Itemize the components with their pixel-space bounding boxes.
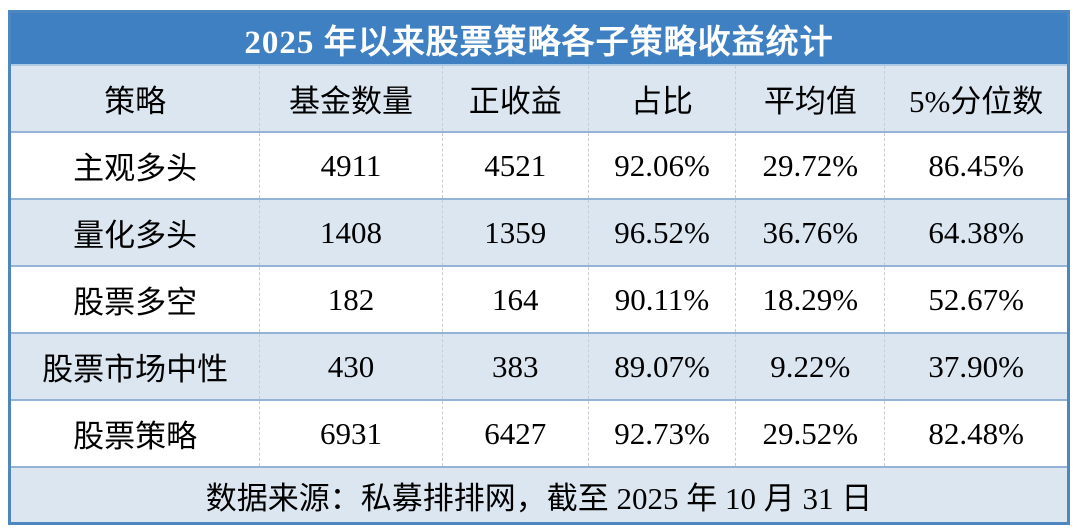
average-cell: 9.22%	[735, 334, 884, 399]
table-row-market-neutral: 股票市场中性 430 383 89.07% 9.22% 37.90%	[11, 334, 1067, 401]
strategy-name-cell: 股票多空	[73, 285, 198, 320]
strategy-name-cell: 主观多头	[73, 151, 198, 186]
percentile-cell: 86.45%	[884, 133, 1067, 198]
header-cell-average: 平均值	[735, 66, 884, 131]
table-title: 2025 年以来股票策略各子策略收益统计	[11, 13, 1067, 66]
proportion-cell: 96.52%	[587, 200, 736, 265]
table-row-quant-long: 量化多头 1408 1359 96.52% 36.76% 64.38%	[11, 200, 1067, 267]
header-cell-strategy: 策略	[104, 84, 167, 119]
strategy-returns-table: 2025 年以来股票策略各子策略收益统计 策略 基金数量 正收益 占比 平均值 …	[8, 10, 1070, 525]
fund-count-cell: 430	[259, 334, 442, 399]
table-row-subjective-long: 主观多头 4911 4521 92.06% 29.72% 86.45%	[11, 133, 1067, 200]
fund-count-cell: 4911	[259, 133, 442, 198]
average-cell: 18.29%	[735, 267, 884, 332]
strategy-name-cell: 量化多头	[73, 218, 198, 253]
positive-return-cell: 6427	[441, 401, 588, 466]
fund-count-cell: 6931	[259, 401, 442, 466]
positive-return-cell: 4521	[441, 133, 588, 198]
percentile-cell: 64.38%	[884, 200, 1067, 265]
table-row-long-short: 股票多空 182 164 90.11% 18.29% 52.67%	[11, 267, 1067, 334]
header-cell-fund-count: 基金数量	[259, 66, 442, 131]
positive-return-cell: 164	[441, 267, 588, 332]
percentile-cell: 37.90%	[884, 334, 1067, 399]
header-cell-positive-return: 正收益	[441, 66, 588, 131]
average-cell: 29.52%	[735, 401, 884, 466]
fund-count-cell: 1408	[259, 200, 442, 265]
proportion-cell: 90.11%	[587, 267, 736, 332]
proportion-cell: 92.73%	[587, 401, 736, 466]
average-cell: 36.76%	[735, 200, 884, 265]
positive-return-cell: 383	[441, 334, 588, 399]
percentile-cell: 52.67%	[884, 267, 1067, 332]
proportion-cell: 89.07%	[587, 334, 736, 399]
positive-return-cell: 1359	[441, 200, 588, 265]
header-cell-5pct-percentile: 5%分位数	[884, 66, 1067, 131]
fund-count-cell: 182	[259, 267, 442, 332]
percentile-cell: 82.48%	[884, 401, 1067, 466]
header-cell-proportion: 占比	[587, 66, 736, 131]
table-row-stock-strategy-total: 股票策略 6931 6427 92.73% 29.52% 82.48%	[11, 401, 1067, 468]
average-cell: 29.72%	[735, 133, 884, 198]
proportion-cell: 92.06%	[587, 133, 736, 198]
data-source-note: 数据来源：私募排排网，截至 2025 年 10 月 31 日	[11, 468, 1067, 522]
table-header-row: 策略 基金数量 正收益 占比 平均值 5%分位数	[11, 66, 1067, 133]
strategy-name-cell: 股票市场中性	[42, 352, 229, 387]
strategy-name-cell: 股票策略	[73, 419, 198, 454]
